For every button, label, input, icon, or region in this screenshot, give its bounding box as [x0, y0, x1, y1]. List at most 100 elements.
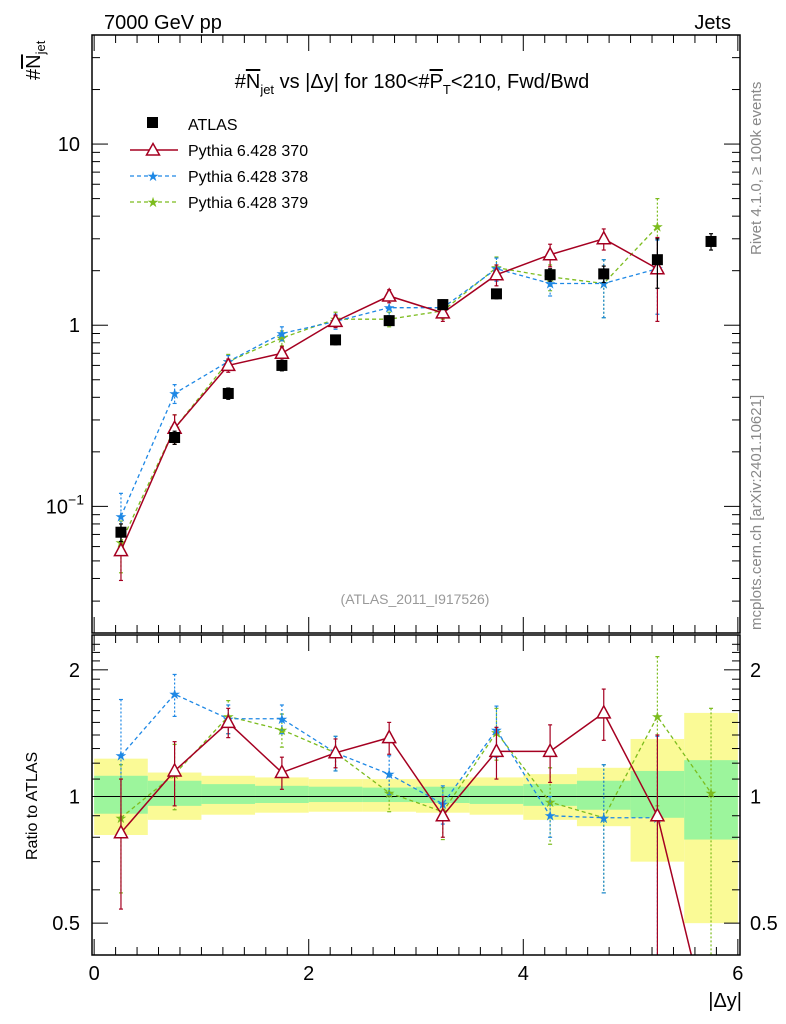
main-ylabel: #Njet	[23, 40, 48, 80]
pythia-370-point	[274, 763, 290, 779]
pythia-378-point: ★	[115, 508, 128, 524]
atlas-point	[222, 387, 234, 399]
atlas-point	[169, 432, 181, 444]
legend: ATLAS Pythia 6.428 370 ★ Pythia 6.428 37…	[130, 117, 308, 212]
pythia-370-point	[220, 356, 237, 372]
watermark: (ATLAS_2011_I917526)	[341, 591, 490, 607]
pythia-370-point	[488, 742, 505, 758]
line-s379	[120, 226, 658, 544]
title-p6: T	[443, 82, 451, 97]
atlas-point	[383, 315, 395, 327]
tick-exponent: −1	[68, 491, 84, 507]
xtick-label: 2	[303, 963, 314, 985]
title-p4: vs |Δy| for 180<#	[274, 71, 430, 93]
ratio-ytick-label: 2	[69, 660, 80, 682]
mcplots-label: mcplots.cern.ch [arXiv:2401.10621]	[748, 395, 765, 630]
pythia-370-point	[327, 312, 344, 328]
ratio-ytick-label-right: 2	[750, 660, 761, 682]
pythia-370-point	[113, 542, 129, 557]
ylabel-n: N	[23, 54, 45, 68]
pythia-370-point	[327, 744, 344, 759]
pythia-379-point: ★	[651, 219, 664, 235]
legend-marker-atlas	[147, 117, 158, 128]
pythia-370-point	[595, 704, 612, 719]
main-ytick-label: 10	[58, 134, 80, 156]
title-p7: <210, Fwd/Bwd	[451, 71, 589, 93]
xtick-label: 4	[518, 963, 529, 985]
band-inner	[201, 784, 256, 804]
title-p5: P	[430, 71, 443, 93]
pythia-378-point: ★	[383, 766, 396, 782]
pythia-379-point: ★	[651, 708, 664, 724]
legend-label-atlas: ATLAS	[188, 117, 238, 134]
line-s378	[120, 693, 658, 819]
pythia-378-point: ★	[597, 810, 610, 826]
rivet-label: Rivet 4.1.0, ≥ 100k events	[748, 82, 765, 255]
atlas-point	[115, 526, 127, 538]
legend-label-370: Pythia 6.428 370	[188, 143, 308, 160]
pythia-378-point: ★	[383, 300, 396, 316]
pythia-370-point	[166, 762, 183, 777]
ratio-series: ★★★★★★★★★★★★★★★★★★★★★★★	[113, 656, 718, 955]
process-label: Jets	[694, 12, 731, 34]
pythia-370-point	[542, 742, 558, 758]
pythia-370-point	[542, 246, 558, 261]
legend-label-378: Pythia 6.428 378	[188, 169, 308, 186]
legend-marker-379: ★	[147, 194, 160, 210]
title-p2: N	[246, 71, 260, 93]
pythia-370-point	[220, 713, 237, 729]
ylabel-sub: jet	[33, 40, 48, 55]
xtick-label: 0	[89, 963, 100, 985]
pythia-370-point	[435, 807, 451, 822]
pythia-370-point	[113, 824, 129, 839]
ratio-ytick-label: 0.5	[52, 913, 80, 935]
line-s370	[120, 711, 693, 955]
main-ytick-label: 1	[69, 315, 80, 337]
band-inner	[308, 786, 363, 803]
pythia-378-point: ★	[168, 686, 181, 702]
ratio-ytick-label-right: 0.5	[750, 913, 778, 935]
pythia-370-point	[435, 304, 451, 319]
ratio-ytick-label-right: 1	[750, 786, 761, 808]
pythia-379-point: ★	[276, 330, 289, 346]
atlas-point	[276, 359, 288, 371]
atlas-point	[705, 235, 717, 247]
atlas-point	[437, 299, 449, 311]
main-title: #Njet vs |Δy| for 180<#PT<210, Fwd/Bwd	[235, 71, 590, 97]
atlas-point	[651, 254, 663, 266]
pythia-378-point: ★	[168, 385, 181, 401]
atlas-point	[330, 334, 342, 346]
title-p1: #	[235, 71, 247, 93]
tick-base: 10	[46, 496, 68, 518]
main-series: ★★★★★★★★★★★★★★★★★★★★★★	[113, 197, 717, 582]
pythia-370-point	[274, 344, 290, 360]
pythia-370-point	[595, 230, 612, 245]
pythia-370-point	[488, 266, 505, 281]
pythia-379-point: ★	[705, 785, 718, 801]
ylabel-hash: #	[23, 68, 45, 80]
line-s379	[120, 715, 712, 819]
pythia-370-point	[381, 729, 397, 744]
band-inner	[255, 785, 309, 803]
energy-label: 7000 GeV pp	[104, 12, 222, 34]
pythia-378-point: ★	[544, 808, 557, 824]
x-axis-title: |Δy|	[708, 990, 742, 1012]
main-ytick-label: 10−1	[46, 491, 84, 518]
pythia-378-point: ★	[276, 711, 289, 727]
band-inner	[523, 784, 577, 806]
ratio-ylabel: Ratio to ATLAS	[24, 752, 41, 860]
pythia-370-point	[649, 807, 666, 822]
atlas-point	[490, 288, 502, 300]
pythia-378-point: ★	[597, 275, 610, 291]
title-p3: jet	[259, 82, 274, 97]
ratio-ytick-label: 1	[69, 786, 80, 808]
xtick-label: 6	[732, 963, 743, 985]
line-s378	[120, 268, 658, 517]
pythia-378-point: ★	[115, 748, 128, 764]
atlas-point	[598, 268, 610, 280]
pythia-378-point: ★	[276, 326, 289, 342]
atlas-point	[544, 269, 556, 281]
legend-label-379: Pythia 6.428 379	[188, 195, 308, 212]
